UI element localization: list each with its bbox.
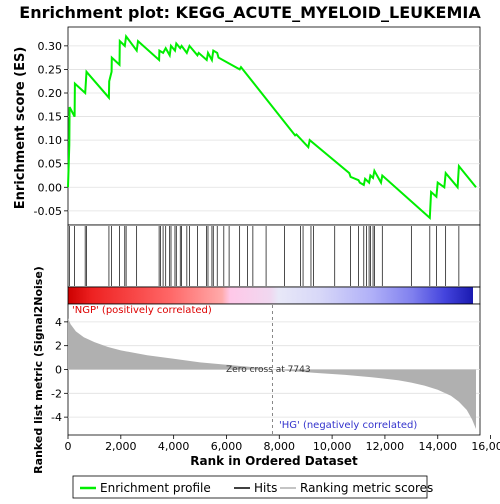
es-y-axis: -0.05 0.00 0.05 0.10 0.15 0.20 0.25 0.30 — [34, 40, 68, 218]
legend-label-ranking-metric-scores: Ranking metric scores — [300, 481, 433, 495]
metric-y-tick-label: -2 — [51, 387, 62, 400]
x-axis-label: Rank in Ordered Dataset — [190, 454, 358, 468]
es-y-tick-label: 0.20 — [38, 87, 63, 100]
rank-color-band-rect — [68, 287, 473, 304]
legend-label-enrichment-profile: Enrichment profile — [100, 481, 211, 495]
es-y-tick-label: 0.05 — [38, 158, 63, 171]
hits-panel — [68, 225, 480, 287]
legend: Enrichment profile Hits Ranking metric s… — [73, 476, 433, 498]
x-tick-label: 2,000 — [105, 440, 137, 453]
es-y-axis-label: Enrichment score (ES) — [13, 47, 28, 210]
chart-title: Enrichment plot: KEGG_ACUTE_MYELOID_LEUK… — [19, 3, 481, 22]
metric-y-tick-label: 0 — [55, 364, 62, 377]
rank-color-band — [68, 287, 480, 304]
metric-y-axis-label: Ranked list metric (Signal2Noise) — [32, 266, 45, 474]
x-tick-label: 10,000 — [313, 440, 352, 453]
es-y-tick-label: 0.25 — [38, 63, 63, 76]
es-y-tick-label: 0.15 — [38, 111, 63, 124]
x-tick-label: 8,000 — [264, 440, 296, 453]
positive-correlation-label: 'NGP' (positively correlated) — [72, 305, 212, 316]
zero-cross-label: Zero cross at 7743 — [226, 365, 311, 375]
x-tick-label: 16,000 — [471, 440, 500, 453]
x-tick-label: 0 — [65, 440, 72, 453]
x-tick-label: 6,000 — [211, 440, 243, 453]
x-tick-label: 4,000 — [158, 440, 190, 453]
es-y-tick-label: 0.00 — [38, 181, 63, 194]
x-tick-label: 14,000 — [418, 440, 457, 453]
es-y-tick-label: 0.10 — [38, 134, 63, 147]
negative-correlation-label: 'HG' (negatively correlated) — [279, 420, 417, 431]
es-panel-frame — [68, 27, 480, 225]
x-tick-label: 12,000 — [366, 440, 405, 453]
metric-y-axis: -4 -2 0 2 4 — [51, 316, 68, 424]
metric-y-tick-label: 2 — [55, 340, 62, 353]
es-y-tick-label: -0.05 — [34, 205, 62, 218]
metric-y-tick-label: -4 — [51, 411, 62, 424]
es-y-tick-label: 0.30 — [38, 40, 63, 53]
hits-panel-frame — [68, 225, 480, 287]
metric-y-tick-label: 4 — [55, 316, 62, 329]
legend-label-hits: Hits — [254, 481, 277, 495]
x-axis: 0 2,000 4,000 6,000 8,000 10,000 12,000 14,000 1… — [65, 435, 500, 453]
es-panel: -0.05 0.00 0.05 0.10 0.15 0.20 0.25 0.30 Enrich… — [13, 27, 480, 225]
